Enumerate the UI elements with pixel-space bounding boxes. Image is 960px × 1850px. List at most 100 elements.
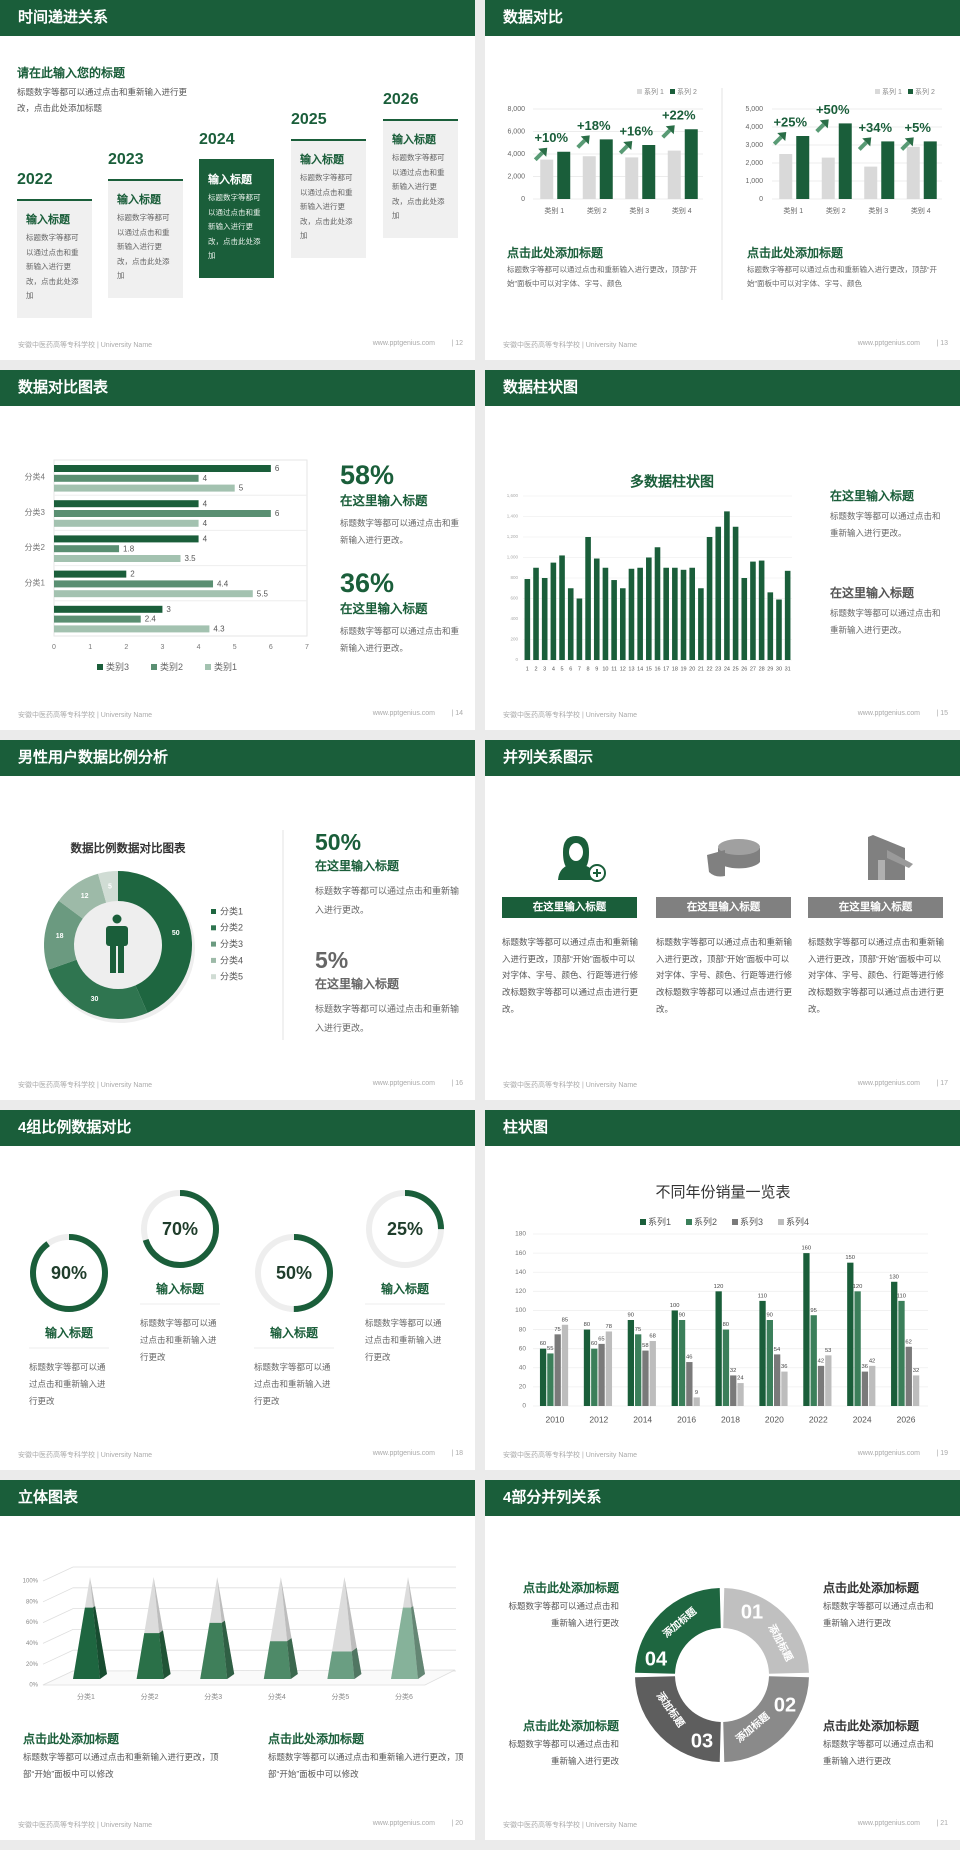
bar-series-2 xyxy=(557,151,571,199)
bar xyxy=(593,558,600,660)
bar-value-label: 60 xyxy=(540,1341,546,1347)
bar-series-1 xyxy=(667,150,681,199)
bar-value-label: 24 xyxy=(737,1376,744,1382)
bar-value-label: 62 xyxy=(905,1339,911,1345)
card-title: 输入标题 xyxy=(26,214,70,226)
bar-value-label: 55 xyxy=(547,1346,553,1352)
legend-swatch xyxy=(211,974,216,980)
x-tick-label: 8 xyxy=(587,666,590,672)
column-title-box[interactable]: 在这里输入标题 xyxy=(808,897,943,918)
ring-heading: 输入标题 xyxy=(270,1325,319,1340)
x-tick-label: 14 xyxy=(637,666,643,672)
pyramid-value-front xyxy=(391,1607,418,1679)
block-heading: 点击此处添加标题 xyxy=(823,1581,920,1595)
year-label: 2022 xyxy=(17,171,53,188)
bar-value-label: 32 xyxy=(913,1368,919,1374)
slice-value-label: 12 xyxy=(81,893,89,900)
legend-swatch xyxy=(732,1219,738,1225)
x-tick-label: 10 xyxy=(602,666,608,672)
y-category-label: 分类4 xyxy=(25,472,46,482)
bar xyxy=(619,588,626,660)
bar xyxy=(686,1362,693,1406)
ring-text: 标题数字等都可以通过点击和重新输入进行更改 xyxy=(254,1362,331,1406)
segment-number: 01 xyxy=(741,1601,763,1623)
year-label: 2024 xyxy=(199,131,235,148)
slide-13: 数据对比 安徽中医药高等专科学校 | University Name www.ppt… xyxy=(485,0,960,360)
bar xyxy=(912,1375,920,1406)
column-text: 标题数字等都可以通过点击和重新输入进行更改，顶部“开始”面板中可以对字体、字号、… xyxy=(808,937,945,1014)
plus-sign xyxy=(593,869,601,877)
bar xyxy=(602,567,609,660)
page-number: 16 xyxy=(451,1080,463,1087)
bar-value-label: 4.3 xyxy=(213,625,225,634)
card-text: 标题数字等都可以通过点击和重新输入进行更改，点击此处添加 xyxy=(26,233,79,300)
card-title: 输入标题 xyxy=(208,174,252,186)
y-tick-label: 2,000 xyxy=(745,160,763,167)
column-title-box[interactable]: 在这里输入标题 xyxy=(656,897,791,918)
chart-title: 不同年份销量一览表 xyxy=(655,1184,790,1201)
bar xyxy=(583,1329,591,1406)
building-awning xyxy=(887,850,913,868)
bar xyxy=(817,1365,825,1406)
y-category-label: 分类2 xyxy=(25,542,46,552)
slide-14: 数据对比图表 安徽中医药高等专科学校 | University Name www.p… xyxy=(0,370,475,730)
ring-progress xyxy=(366,1190,444,1268)
pyramid-value-side xyxy=(221,1620,235,1679)
donut-chart: 数据比例数据对比图表 50 分类1 30 分类2 18 分类3 12 分类4 5 分类5 xyxy=(44,830,284,1040)
bar-value-label: 42 xyxy=(869,1358,875,1364)
x-tick-label: 类别 2 xyxy=(826,206,846,215)
block-heading: 点击此处添加标题 xyxy=(823,1719,920,1733)
x-tick-label: 2026 xyxy=(897,1414,916,1424)
x-tick-label: 3 xyxy=(160,644,164,651)
card-title: 输入标题 xyxy=(392,134,436,146)
bar xyxy=(706,537,713,660)
pyramid-chart: 0% 20% 40% 60% 80% 100% 分类1 分类2 分类3 分类4 分类5 分类6 xyxy=(23,1566,456,1701)
pyramid-value-side xyxy=(159,1630,171,1679)
x-tick-label: 19 xyxy=(680,666,686,672)
legend-label: 类别1 xyxy=(214,661,237,672)
growth-arrow-icon xyxy=(623,141,633,150)
bar xyxy=(54,625,210,633)
bar-value-label: 100 xyxy=(670,1303,680,1309)
block-text: 标题数字等都可以通过点击和重新输入进行更改。 xyxy=(830,608,941,635)
slice-value-label: 30 xyxy=(91,996,99,1003)
block-heading: 点击此处添加标题 xyxy=(522,1581,619,1595)
block-heading: 点击此处添加标题 xyxy=(507,246,604,260)
growth-annotation: +50% xyxy=(816,102,850,117)
x-tick-label: 30 xyxy=(776,666,782,672)
card-title: 输入标题 xyxy=(117,194,161,206)
footer-site: www.pptgenius.com xyxy=(372,1820,435,1827)
column-title-box[interactable]: 在这里输入标题 xyxy=(502,897,637,918)
ring-segment xyxy=(635,1588,721,1674)
bar xyxy=(854,1291,861,1406)
y-tick-label: 100 xyxy=(515,1307,526,1314)
bar-value-label: 4 xyxy=(203,519,208,528)
growth-annotation: +25% xyxy=(773,114,807,129)
bar-value-label: 130 xyxy=(889,1274,899,1280)
page-number: 20 xyxy=(451,1820,463,1827)
footer-site: www.pptgenius.com xyxy=(857,710,920,717)
block-text: 标题数字等都可以通过点击和重新输入进行更改 xyxy=(508,1601,619,1628)
multi-bar-chart: 多数据柱状图 0 200 400 600 800 1,000 1,200 1,400 1,600 1… xyxy=(507,474,792,672)
bar-series-2 xyxy=(642,145,656,199)
x-tick-label: 7 xyxy=(305,644,309,651)
stat-heading: 在这里输入标题 xyxy=(315,977,400,991)
bar xyxy=(642,1350,649,1406)
donut-slice xyxy=(98,871,118,903)
ring-progress xyxy=(141,1190,219,1268)
y-tick-label: 0 xyxy=(521,196,525,203)
bar xyxy=(54,500,199,508)
bar-value-label: 4.4 xyxy=(217,580,229,589)
bar-value-label: 160 xyxy=(801,1246,811,1252)
donut-slice xyxy=(58,873,107,919)
growth-arrow-shaft xyxy=(772,135,783,146)
bar xyxy=(689,567,696,660)
bar xyxy=(861,1371,869,1406)
page-number: 19 xyxy=(936,1450,948,1457)
growth-arrow-icon xyxy=(904,137,914,147)
x-tick-label: 2012 xyxy=(589,1414,608,1424)
legend-swatch xyxy=(205,664,211,670)
bar xyxy=(732,526,739,660)
bar xyxy=(891,1281,898,1406)
x-category-label: 分类1 xyxy=(77,1692,95,1701)
